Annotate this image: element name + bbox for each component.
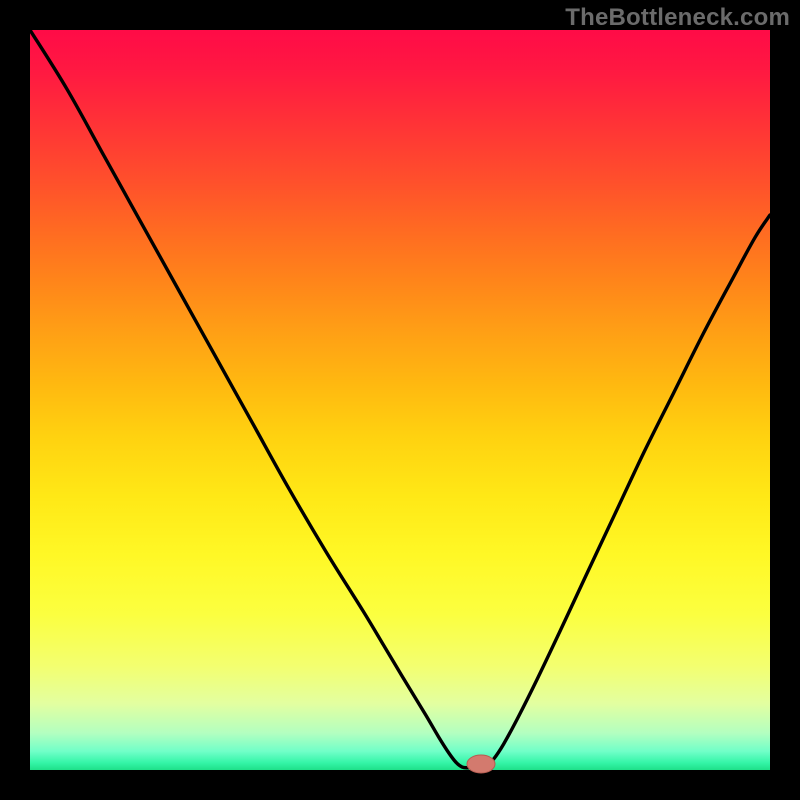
- watermark-text: TheBottleneck.com: [565, 4, 790, 32]
- plot-area: [30, 30, 770, 770]
- gradient-background: [30, 30, 770, 770]
- chart-frame: TheBottleneck.com: [0, 0, 800, 800]
- minimum-marker: [465, 753, 497, 775]
